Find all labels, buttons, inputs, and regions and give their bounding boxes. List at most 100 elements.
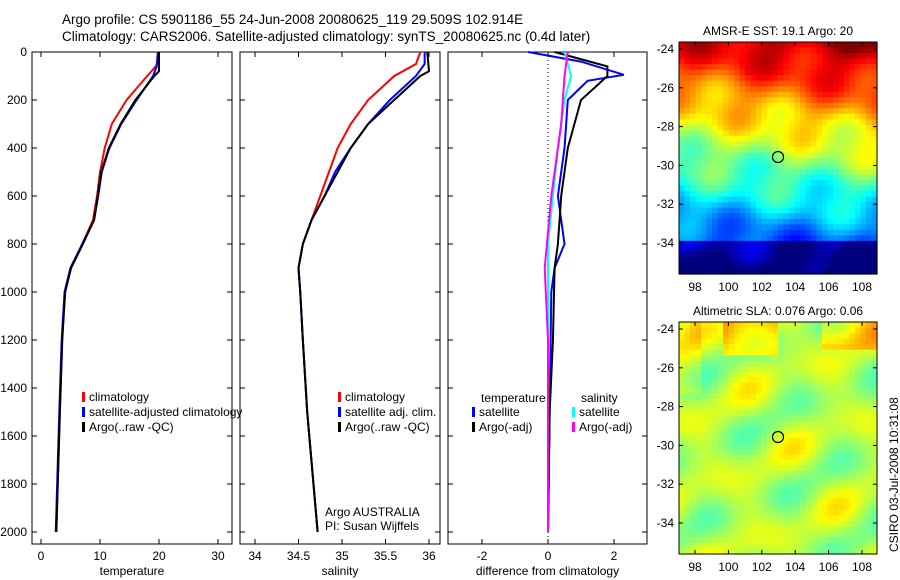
map-cell — [767, 515, 774, 522]
map-cell — [750, 158, 757, 165]
map-cell — [783, 141, 790, 148]
argo-location-marker — [771, 430, 785, 444]
map-cell — [723, 86, 730, 93]
map-cell — [723, 476, 730, 483]
map-cell — [794, 460, 801, 467]
map-cell — [684, 257, 691, 264]
map-cell — [684, 158, 691, 165]
map-cell — [838, 504, 845, 511]
map-cell — [717, 548, 724, 555]
map-cell — [739, 526, 746, 533]
map-cell — [811, 47, 818, 54]
map-cell — [866, 207, 873, 214]
map-cell — [871, 460, 878, 467]
map-cell — [783, 465, 790, 472]
map-cell — [844, 531, 851, 539]
map-cell — [811, 152, 818, 159]
map-cell — [756, 75, 763, 82]
map-cell — [844, 130, 851, 137]
map-cell — [767, 360, 774, 367]
map-cell — [739, 169, 746, 176]
map-cell — [816, 119, 823, 126]
map-cell — [800, 119, 807, 126]
map-cell — [728, 53, 735, 60]
map-cell — [822, 75, 829, 82]
map-cell — [800, 47, 807, 54]
map-cell — [723, 130, 730, 137]
map-cell — [772, 443, 779, 450]
map-cell — [767, 366, 774, 373]
map-cell — [772, 526, 779, 533]
map-cell — [800, 185, 807, 192]
diff-legend-salinity-title: salinity — [581, 391, 618, 405]
map-cell — [844, 377, 851, 384]
map-cell — [750, 349, 757, 356]
map-cell — [860, 526, 867, 533]
map-cell — [723, 338, 730, 345]
map-cell — [778, 47, 785, 54]
map-cell — [822, 443, 829, 450]
map-cell — [800, 371, 807, 378]
map-cell — [712, 42, 719, 49]
map-cell — [794, 169, 801, 176]
map-cell — [690, 322, 697, 329]
map-cell — [750, 119, 757, 126]
map-cell — [745, 191, 752, 198]
map-cell — [706, 382, 713, 389]
map-cell — [833, 366, 840, 373]
map-cell — [723, 399, 730, 406]
map-cell — [712, 207, 719, 214]
map-cell — [838, 213, 845, 220]
map-cell — [734, 246, 741, 253]
map-cell — [855, 454, 862, 461]
map-cell — [805, 504, 812, 511]
map-cell — [871, 124, 878, 131]
map-cell — [728, 80, 735, 87]
map-cell — [822, 158, 829, 165]
map-cell — [739, 432, 746, 439]
map-cell — [695, 415, 702, 423]
map-cell — [712, 86, 719, 93]
map-y-tick-label: -30 — [657, 158, 675, 172]
map-cell — [706, 498, 713, 505]
map-cell — [866, 476, 873, 483]
map-cell — [679, 322, 686, 329]
map-cell — [717, 135, 724, 143]
map-cell — [805, 257, 812, 264]
map-cell — [701, 438, 708, 445]
map-cell — [706, 152, 713, 159]
map-cell — [844, 113, 851, 120]
map-cell — [728, 399, 735, 406]
map-cell — [844, 235, 851, 242]
map-cell — [756, 443, 763, 450]
map-cell — [679, 169, 686, 176]
map-cell — [811, 520, 818, 527]
map-cell — [800, 520, 807, 527]
map-cell — [734, 460, 741, 467]
map-cell — [695, 102, 702, 109]
map-cell — [822, 388, 829, 395]
map-cell — [871, 64, 878, 71]
map-cell — [827, 410, 834, 417]
map-cell — [822, 548, 829, 555]
map-cell — [734, 404, 741, 411]
map-cell — [811, 64, 818, 71]
map-cell — [712, 415, 719, 423]
map-cell — [728, 69, 735, 76]
map-cell — [822, 471, 829, 478]
map-cell — [756, 454, 763, 461]
map-cell — [734, 53, 741, 60]
map-cell — [816, 382, 823, 389]
map-cell — [778, 80, 785, 87]
map-cell — [833, 218, 840, 225]
map-cell — [860, 64, 867, 71]
map-cell — [871, 327, 878, 334]
map-cell — [871, 438, 878, 445]
map-cell — [783, 202, 790, 209]
map-cell — [745, 509, 752, 516]
map-cell — [717, 185, 724, 192]
map-cell — [739, 360, 746, 367]
map-cell — [860, 191, 867, 198]
map-cell — [822, 163, 829, 170]
map-cell — [789, 471, 796, 478]
